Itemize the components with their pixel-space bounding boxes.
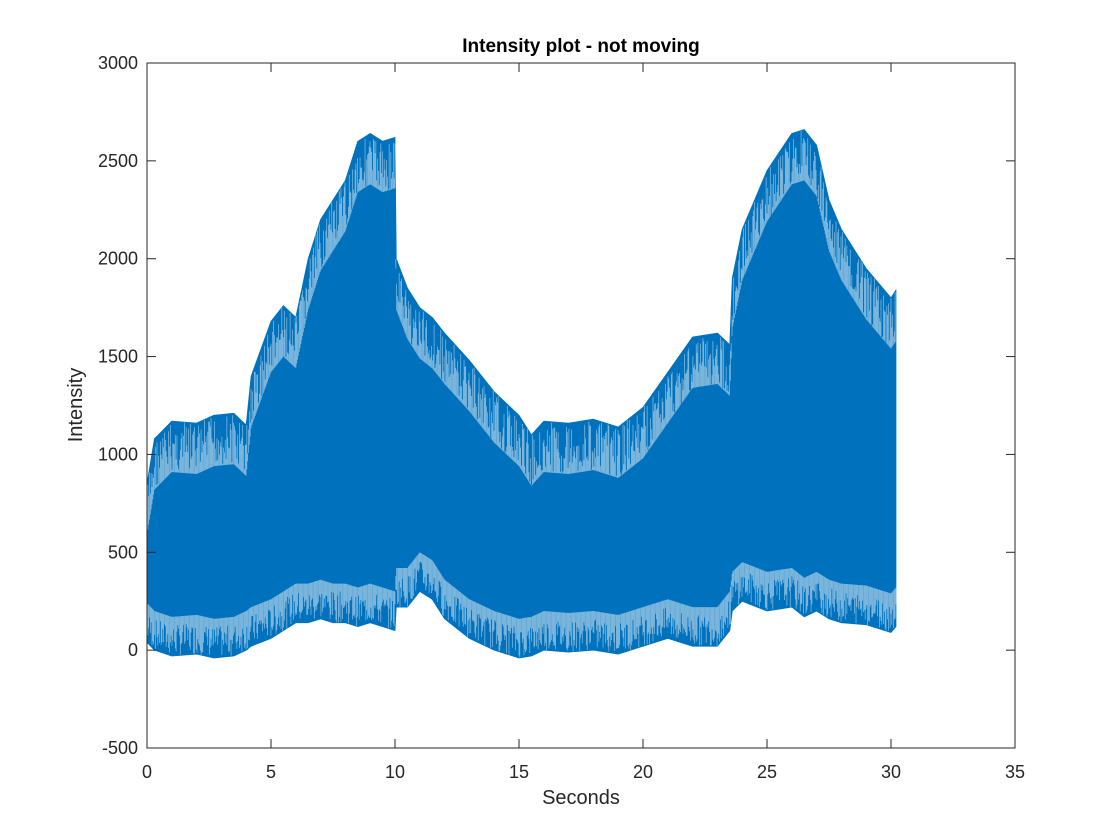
x-tick-label: 10: [385, 762, 405, 782]
chart-title: Intensity plot - not moving: [462, 36, 699, 57]
x-tick-label: 30: [881, 762, 901, 782]
x-axis-label: Seconds: [542, 787, 620, 809]
x-tick-label: 0: [142, 762, 152, 782]
y-axis-label: Intensity: [65, 368, 87, 442]
y-tick-label: 500: [108, 542, 138, 562]
x-tick-label: 5: [266, 762, 276, 782]
x-tick-label: 25: [757, 762, 777, 782]
x-tick-label: 15: [509, 762, 529, 782]
x-axis-ticks: 0 5 10 15 20 25 30 35: [142, 63, 1025, 782]
y-tick-label: 2000: [98, 249, 138, 269]
x-tick-label: 20: [633, 762, 653, 782]
plot-area: 0 5 10 15 20 25 30 35 -500050010001500200025003…: [98, 53, 1025, 782]
axes-box: [146, 62, 1016, 749]
y-tick-label: 0: [128, 640, 138, 660]
y-tick-label: 3000: [98, 53, 138, 73]
series-envelope: [146, 129, 897, 659]
y-tick-label: 1500: [98, 347, 138, 367]
y-tick-label: 2500: [98, 151, 138, 171]
x-tick-label: 35: [1005, 762, 1025, 782]
series-layer: [146, 129, 897, 659]
y-tick-label: 1000: [98, 444, 138, 464]
y-axis-ticks: -500 0 500 1000 1500 2000 2500 3000: [98, 53, 1015, 758]
y-tick-label: -500: [102, 738, 138, 758]
